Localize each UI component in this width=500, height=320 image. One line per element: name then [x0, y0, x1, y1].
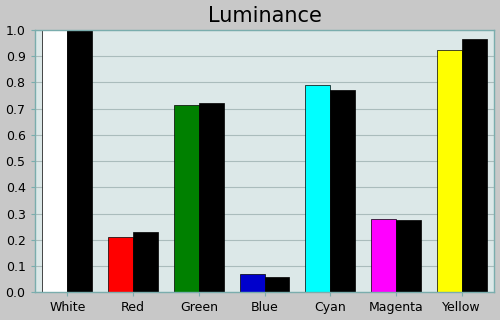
Bar: [264, 277, 289, 292]
Bar: [174, 105, 199, 292]
Title: Luminance: Luminance: [208, 5, 322, 26]
Bar: [240, 274, 264, 292]
Bar: [42, 30, 68, 292]
Bar: [436, 50, 462, 292]
Bar: [462, 39, 486, 292]
Bar: [133, 232, 158, 292]
Bar: [396, 220, 421, 292]
Bar: [199, 103, 224, 292]
Bar: [305, 85, 330, 292]
Bar: [371, 219, 396, 292]
Bar: [68, 30, 92, 292]
Bar: [330, 90, 355, 292]
Bar: [108, 237, 133, 292]
